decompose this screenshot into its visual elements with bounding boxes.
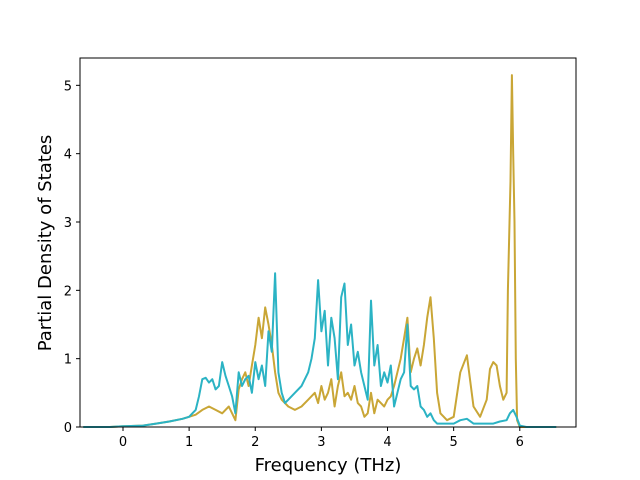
y-tick-label: 1 <box>64 353 72 368</box>
y-tick-label: 5 <box>64 79 72 94</box>
y-tick-label: 2 <box>64 284 72 299</box>
plot-frame <box>79 57 577 428</box>
series-line-2 <box>83 272 557 428</box>
y-axis-label: Partial Density of States <box>35 135 56 352</box>
x-axis: 0 1 2 3 4 5 6 <box>119 427 524 450</box>
series-line-1 <box>83 74 557 428</box>
x-tick-label: 0 <box>119 435 127 450</box>
x-tick-label: 1 <box>185 435 193 450</box>
y-tick-label: 3 <box>64 216 72 231</box>
y-axis: 0 1 2 3 4 5 <box>64 79 80 436</box>
x-tick-label: 4 <box>383 435 391 450</box>
x-tick-label: 2 <box>251 435 259 450</box>
x-tick-label: 5 <box>450 435 458 450</box>
series-layer <box>83 74 557 428</box>
x-axis-label: Frequency (THz) <box>255 455 402 476</box>
x-tick-label: 6 <box>516 435 524 450</box>
y-tick-label: 0 <box>64 421 72 436</box>
y-tick-label: 4 <box>64 148 72 163</box>
x-tick-label: 3 <box>317 435 325 450</box>
